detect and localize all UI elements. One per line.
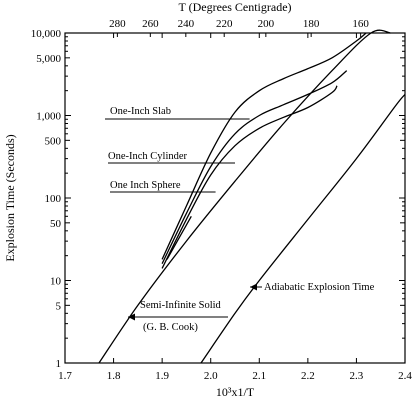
annotation-label: Semi-Infinite Solid bbox=[140, 300, 222, 311]
x-tick-label: 1.7 bbox=[58, 370, 72, 382]
y-axis-label: Explosion Time (Seconds) bbox=[3, 134, 17, 261]
series-group bbox=[98, 29, 406, 364]
y-tick-label: 5,000 bbox=[36, 53, 61, 65]
annotation-label: One-Inch Slab bbox=[110, 106, 171, 117]
x-tick-label: 2.1 bbox=[252, 370, 266, 382]
annotation-arrowhead bbox=[250, 283, 257, 291]
series-line-0 bbox=[161, 32, 367, 260]
y-tick-label: 500 bbox=[45, 135, 62, 147]
x-tick-label: 1.9 bbox=[155, 370, 169, 382]
series-line-4 bbox=[200, 93, 406, 364]
x-tick-label: 2.4 bbox=[398, 370, 412, 382]
x-axis-label: 10³x1/T bbox=[216, 385, 255, 399]
series-line-2 bbox=[161, 85, 338, 269]
annotation-label: One-Inch Cylinder bbox=[108, 151, 188, 162]
annotation-label: (G. B. Cook) bbox=[143, 322, 198, 333]
top-tick-label: 240 bbox=[178, 18, 195, 30]
top-tick-label: 260 bbox=[142, 18, 159, 30]
series-line-3 bbox=[98, 29, 391, 364]
annotation-label: Adiabatic Explosion Time bbox=[264, 282, 375, 293]
x-tick-label: 2.3 bbox=[350, 370, 364, 382]
top-tick-label: 220 bbox=[216, 18, 233, 30]
top-tick-label: 200 bbox=[258, 18, 275, 30]
ticks: 1.7 1.8 1.9 2.0 2.1 2.2 2.3 2.4 280 260 240 220 200 1… bbox=[31, 18, 413, 382]
series-line-5 bbox=[166, 215, 192, 260]
y-tick-label: 100 bbox=[45, 193, 62, 205]
annotation-arrowhead bbox=[128, 313, 135, 321]
annotations: One-Inch Slab One-Inch Cylinder One Inch S… bbox=[105, 106, 375, 333]
series-line-1 bbox=[161, 70, 348, 264]
x-tick-label: 1.8 bbox=[107, 370, 121, 382]
annotation-label: One Inch Sphere bbox=[110, 180, 181, 191]
y-tick-label: 5 bbox=[56, 300, 62, 312]
top-tick-label: 180 bbox=[303, 18, 320, 30]
x-tick-label: 2.0 bbox=[204, 370, 218, 382]
x-tick-label: 2.2 bbox=[301, 370, 315, 382]
top-axis-label: T (Degrees Centigrade) bbox=[178, 0, 291, 14]
y-tick-label: 10,000 bbox=[31, 28, 62, 40]
y-tick-label: 50 bbox=[50, 218, 62, 230]
y-tick-label: 1,000 bbox=[36, 111, 61, 123]
top-tick-label: 280 bbox=[109, 18, 126, 30]
y-tick-label: 10 bbox=[50, 276, 62, 288]
top-tick-label: 160 bbox=[352, 18, 369, 30]
y-tick-label: 1 bbox=[56, 358, 62, 370]
